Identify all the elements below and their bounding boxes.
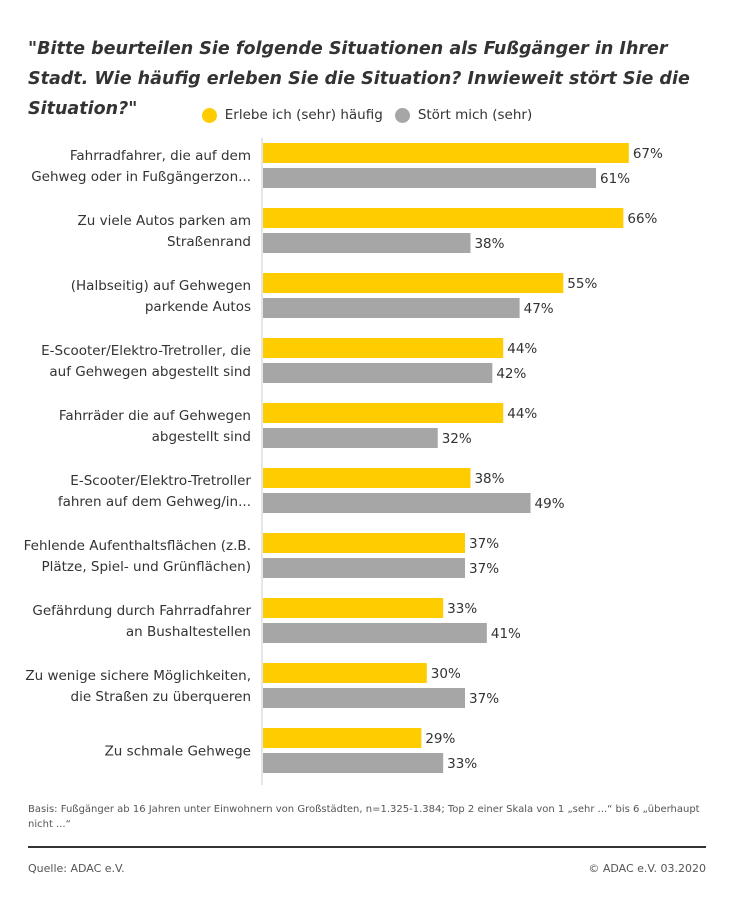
copyright-text: © ADAC e.V. 03.2020 xyxy=(588,862,706,875)
value-label-bothers: 33% xyxy=(447,756,477,772)
bar-bothers xyxy=(263,428,438,448)
category-label: (Halbseitig) auf Gehwegen parkende Autos xyxy=(71,278,251,315)
footnote: Basis: Fußgänger ab 16 Jahren unter Einw… xyxy=(28,804,700,830)
category-label: Fahrradfahrer, die auf dem Gehweg oder in… xyxy=(31,148,251,185)
value-label-bothers: 38% xyxy=(474,236,504,252)
footer-divider xyxy=(28,846,706,848)
bar-frequent xyxy=(263,598,444,618)
legend: Erlebe ich (sehr) häufig Stört mich (seh… xyxy=(0,107,734,123)
bar-bothers xyxy=(263,168,597,188)
value-label-frequent: 44% xyxy=(507,341,537,357)
value-label-bothers: 42% xyxy=(496,366,526,382)
value-label-frequent: 55% xyxy=(567,276,597,292)
bar-frequent xyxy=(263,143,629,163)
bar-bothers xyxy=(263,688,466,708)
value-label-bothers: 37% xyxy=(469,561,499,577)
value-label-bothers: 47% xyxy=(524,301,554,317)
chart-title: "Bitte beurteilen Sie folgende Situation… xyxy=(28,39,690,119)
bar-bothers xyxy=(263,623,487,643)
source-text: Quelle: ADAC e.V. xyxy=(28,862,125,875)
category-label: Fehlende Aufenthaltsflächen (z.B. Plätze,… xyxy=(24,538,251,575)
value-label-bothers: 37% xyxy=(469,691,499,707)
legend-swatch-frequent xyxy=(201,107,217,123)
value-label-frequent: 67% xyxy=(633,146,663,162)
category-label: Zu wenige sichere Möglichkeiten, die Stra… xyxy=(25,668,251,705)
value-label-bothers: 49% xyxy=(535,496,565,512)
bar-bothers xyxy=(263,753,444,773)
bar-bothers xyxy=(263,363,493,383)
value-label-bothers: 41% xyxy=(491,626,521,642)
category-label: E-Scooter/Elektro-Tretroller, die auf Geh… xyxy=(41,343,251,380)
value-label-bothers: 61% xyxy=(600,171,630,187)
value-label-frequent: 29% xyxy=(425,731,455,747)
bar-bothers xyxy=(263,298,520,318)
category-label: E-Scooter/Elektro-Tretroller fahren auf d… xyxy=(58,473,252,510)
category-label: Zu viele Autos parken am Straßenrand xyxy=(78,213,251,250)
bar-frequent xyxy=(263,468,471,488)
value-label-frequent: 37% xyxy=(469,536,499,552)
bar-frequent xyxy=(263,533,466,553)
value-label-frequent: 44% xyxy=(507,406,537,422)
legend-label-frequent: Erlebe ich (sehr) häufig xyxy=(224,107,383,123)
bar-frequent xyxy=(263,728,422,748)
bar-frequent xyxy=(263,663,427,683)
category-label: Fahrräder die auf Gehwegen abgestellt sin… xyxy=(59,408,251,445)
bar-frequent xyxy=(263,403,504,423)
value-label-frequent: 30% xyxy=(431,666,461,682)
value-label-frequent: 38% xyxy=(474,471,504,487)
legend-item-frequent: Erlebe ich (sehr) häufig xyxy=(201,107,383,123)
bar-frequent xyxy=(263,338,504,358)
bar-frequent xyxy=(263,208,624,228)
value-label-frequent: 66% xyxy=(627,211,657,227)
legend-item-bothers: Stört mich (sehr) xyxy=(394,107,533,123)
bar-frequent xyxy=(263,273,564,293)
category-label: Gefährdung durch Fahrradfahrer an Bushalt… xyxy=(32,603,251,640)
bar-bothers xyxy=(263,493,531,513)
legend-label-bothers: Stört mich (sehr) xyxy=(417,107,533,123)
value-label-bothers: 32% xyxy=(442,431,472,447)
category-label: Zu schmale Gehwege xyxy=(105,744,251,760)
value-label-frequent: 33% xyxy=(447,601,477,617)
legend-swatch-bothers xyxy=(394,107,410,123)
bar-bothers xyxy=(263,558,466,578)
bar-bothers xyxy=(263,233,471,253)
